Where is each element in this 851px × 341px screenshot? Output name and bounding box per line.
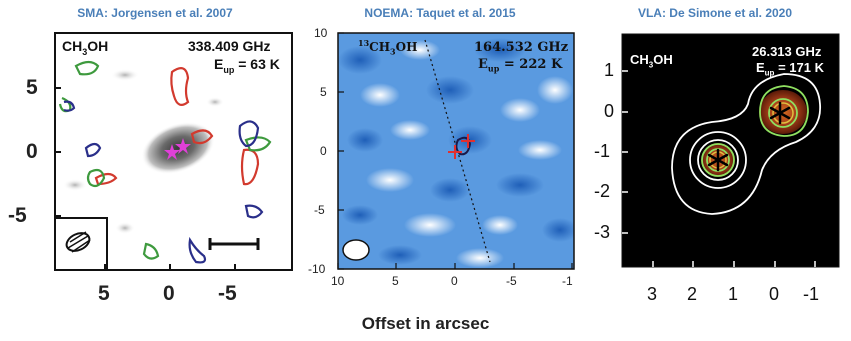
vla-eup: Eup = 171 K bbox=[756, 60, 824, 78]
sma-ticks bbox=[55, 87, 236, 270]
sma-faint-emission bbox=[115, 222, 135, 234]
sma-scale-bar bbox=[208, 238, 260, 250]
vla-white-contours bbox=[671, 73, 821, 215]
noema-xtick: -5 bbox=[506, 274, 517, 288]
vla-xtick: 0 bbox=[769, 284, 780, 304]
vla-ytick: 0 bbox=[604, 101, 615, 121]
noema-ytick: -5 bbox=[314, 203, 325, 217]
vla-ytick: -1 bbox=[594, 141, 611, 161]
noema-ytick: 0 bbox=[320, 144, 327, 158]
sma-xtick: 5 bbox=[98, 282, 110, 305]
noema-xtick: -1 bbox=[562, 274, 573, 288]
sma-ytick: -5 bbox=[8, 204, 27, 227]
vla-ytick: -3 bbox=[594, 222, 611, 242]
sma-xtick: -5 bbox=[218, 282, 237, 305]
vla-frequency: 26.313 GHz bbox=[752, 44, 822, 59]
sma-ytick: 0 bbox=[26, 140, 38, 163]
vla-xtick: 2 bbox=[687, 284, 698, 304]
noema-ytick: 5 bbox=[320, 85, 327, 99]
sma-faint-emission bbox=[111, 69, 139, 81]
sma-eup: Eup = 63 K bbox=[214, 56, 280, 75]
vla-xtick: -1 bbox=[803, 284, 820, 304]
noema-beam bbox=[342, 239, 370, 261]
noema-frequency: 164.532 GHz bbox=[474, 40, 569, 55]
sma-faint-emission bbox=[206, 97, 224, 107]
vla-ytick: 1 bbox=[604, 60, 615, 80]
sma-ytick: 5 bbox=[26, 76, 38, 99]
noema-contour bbox=[455, 136, 472, 156]
noema-ytick: 10 bbox=[314, 26, 328, 40]
sma-emission-peak bbox=[141, 121, 215, 175]
noema-source-crosses bbox=[448, 134, 475, 159]
vla-molecule-label: CH3OH bbox=[630, 52, 673, 70]
sma-beam-inset bbox=[54, 217, 108, 271]
vla-source-stars bbox=[707, 101, 791, 172]
noema-ytick: -10 bbox=[308, 262, 326, 276]
noema-xtick: 0 bbox=[451, 274, 458, 288]
panel-1-title: SMA: Jorgensen et al. 2007 bbox=[77, 6, 233, 20]
noema-ticks bbox=[337, 32, 573, 270]
noema-xtick: 5 bbox=[392, 274, 399, 288]
sma-blue-contours bbox=[63, 100, 264, 264]
sma-source-stars bbox=[164, 138, 191, 160]
noema-eup: Eup = 222 K bbox=[478, 57, 563, 74]
sma-xtick: 0 bbox=[163, 282, 175, 305]
x-axis-label: Offset in arcsec bbox=[361, 314, 490, 333]
vla-xtick: 3 bbox=[647, 284, 658, 304]
sma-molecule-label: CH3OH bbox=[62, 38, 109, 57]
sma-frequency: 338.409 GHz bbox=[188, 38, 271, 54]
sma-faint-emission bbox=[63, 179, 87, 191]
panel-3-title: VLA: De Simone et al. 2020 bbox=[637, 6, 793, 20]
sma-red-contours bbox=[94, 67, 260, 186]
noema-xtick: 10 bbox=[331, 274, 345, 288]
vla-ytick: -2 bbox=[594, 181, 611, 201]
vla-xtick: 1 bbox=[728, 284, 739, 304]
vla-ticks bbox=[622, 70, 816, 267]
noema-molecule-label: 13CH3OH bbox=[358, 38, 418, 57]
panel-2-title: NOEMA: Taquet et al. 2015 bbox=[364, 6, 516, 20]
